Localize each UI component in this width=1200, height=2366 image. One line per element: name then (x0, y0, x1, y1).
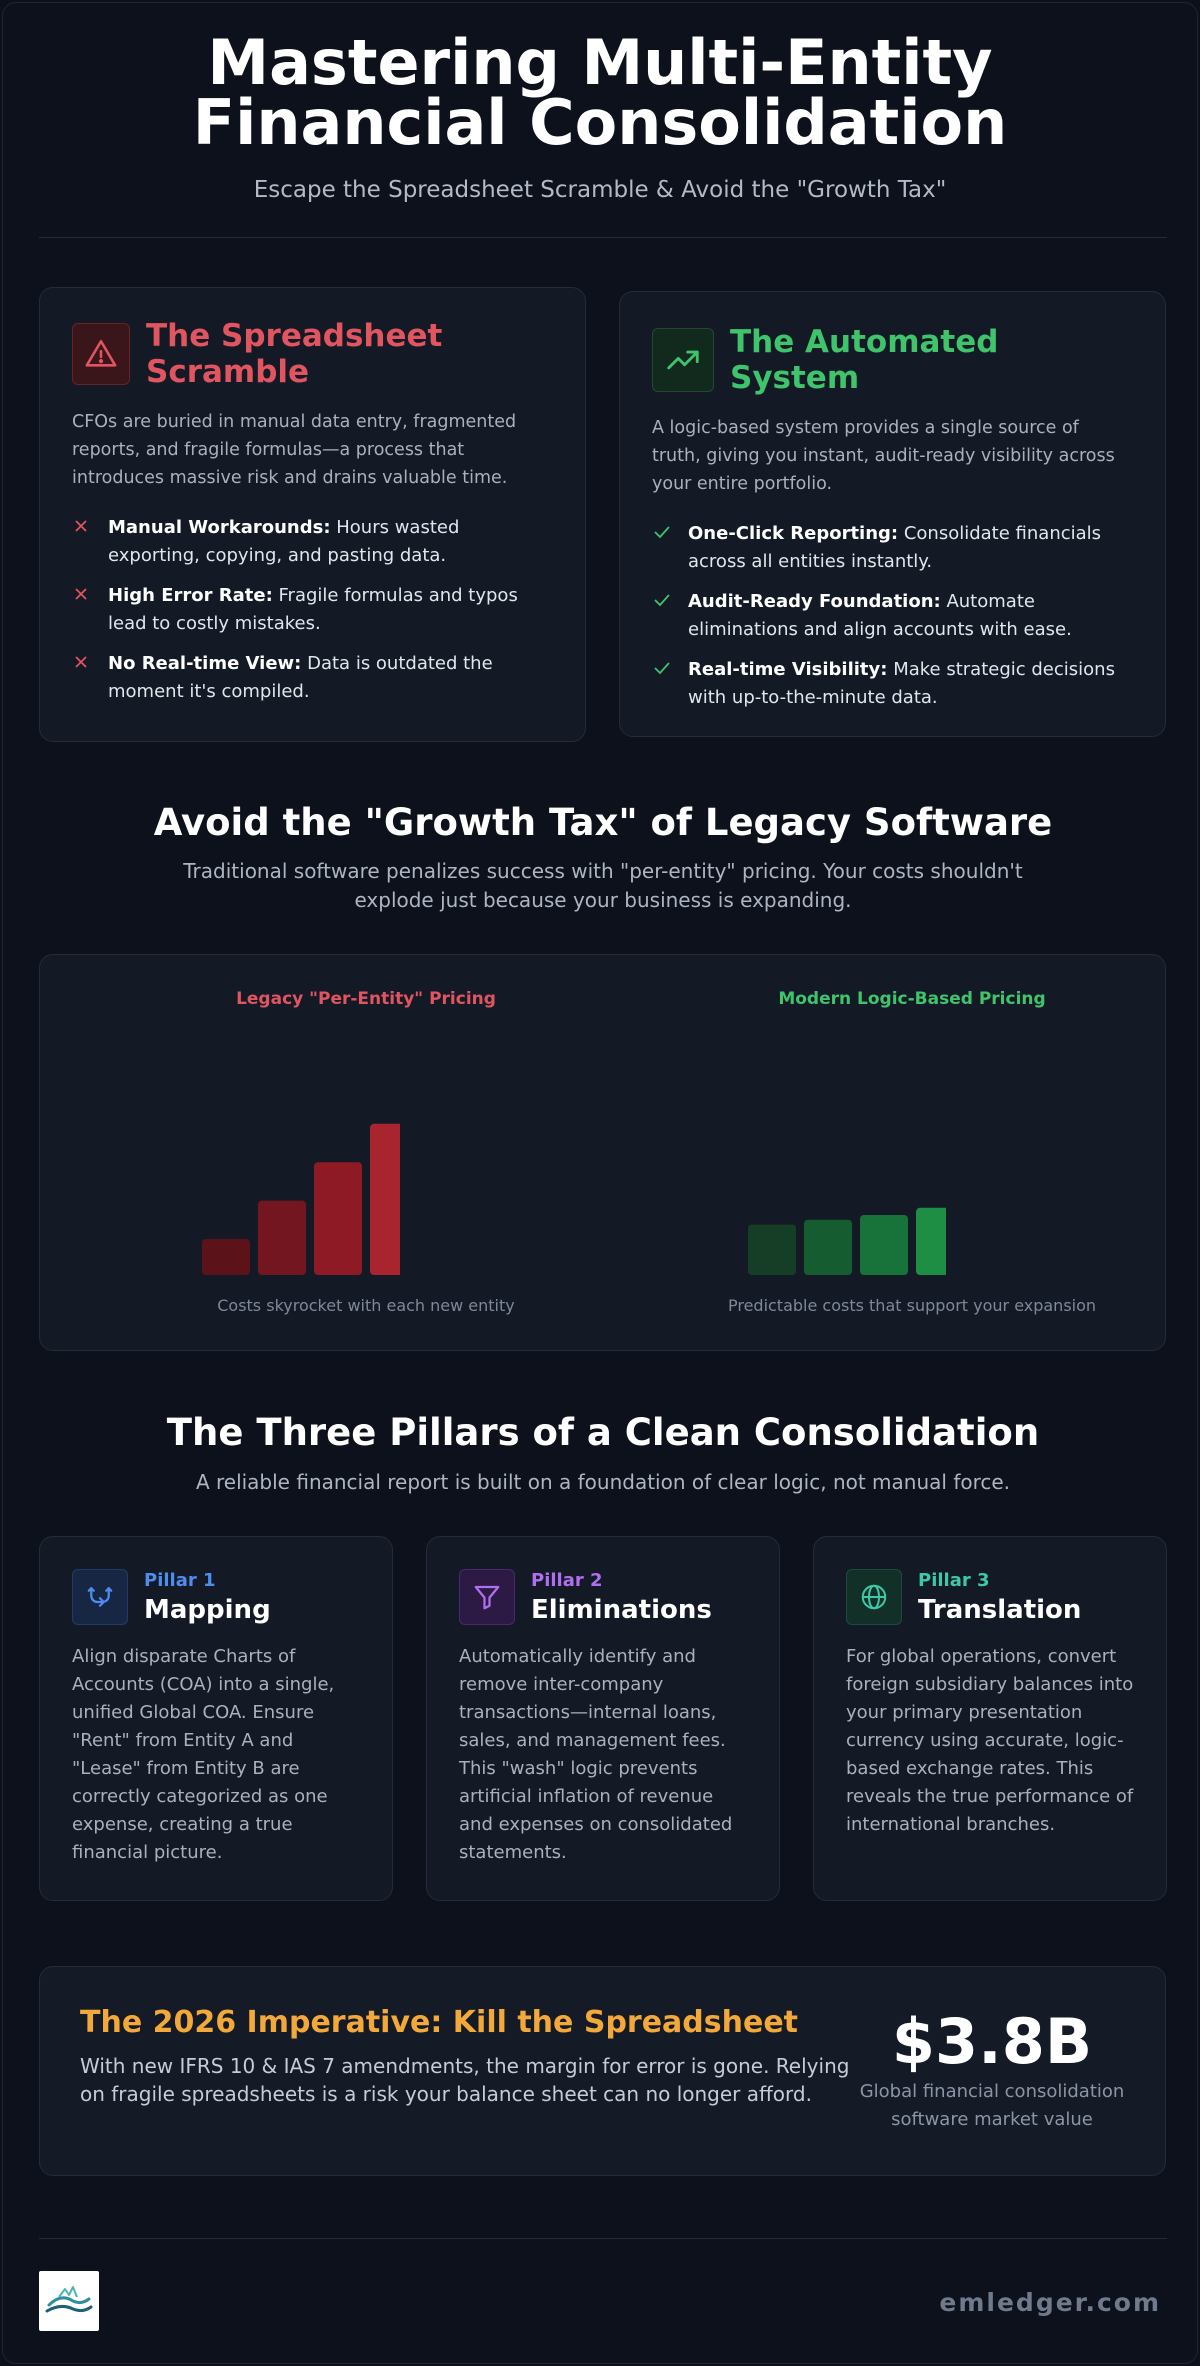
pillar-card-mapping: Pillar 1 Mapping Align disparate Charts … (39, 1536, 393, 1901)
item-label: One-Click Reporting: (688, 523, 899, 544)
legacy-chart-title: Legacy "Per-Entity" Pricing (236, 989, 496, 1009)
pillar-card-eliminations: Pillar 2 Eliminations Automatically iden… (426, 1536, 780, 1901)
header-divider (39, 237, 1167, 238)
legacy-bar-1 (202, 1239, 250, 1275)
cta-text: With new IFRS 10 & IAS 7 amendments, the… (80, 2054, 850, 2106)
item-text: Make strategic decisions with up-to-the-… (688, 659, 1115, 708)
problem-title: The Spreadsheet Scramble (146, 318, 443, 390)
solution-card: The Automated System A logic-based syste… (619, 291, 1166, 737)
market-value-stat: $3.8B (891, 2005, 1093, 2078)
check-icon (652, 588, 688, 644)
list-item: High Error Rate: Fragile formulas and ty… (72, 582, 553, 638)
problem-card: The Spreadsheet Scramble CFOs are buried… (39, 287, 586, 742)
pillar-title: Translation (918, 1594, 1082, 1625)
legacy-bar-chart (202, 1123, 400, 1275)
cta-card: The 2026 Imperative: Kill the Spreadshee… (39, 1966, 1166, 2176)
cta-title: The 2026 Imperative: Kill the Spreadshee… (80, 2005, 799, 2040)
pillar-label: Pillar 1 (144, 1569, 216, 1591)
mapping-arrows-icon (72, 1569, 128, 1625)
solution-description: A logic-based system provides a single s… (652, 418, 1115, 494)
pillar-label: Pillar 2 (531, 1569, 603, 1591)
modern-bar-chart (748, 1207, 946, 1275)
legacy-bar-2 (258, 1200, 306, 1275)
item-label: No Real-time View: (108, 653, 302, 674)
warning-triangle-icon (72, 323, 130, 385)
modern-chart-caption: Predictable costs that support your expa… (727, 1296, 1097, 1315)
modern-bar-2 (804, 1219, 852, 1275)
page-subtitle: Escape the Spreadsheet Scramble & Avoid … (253, 177, 947, 203)
list-item: Real-time Visibility: Make strategic dec… (652, 656, 1133, 712)
item-label: Manual Workarounds: (108, 517, 331, 538)
trending-up-icon (652, 328, 714, 392)
list-item: Audit-Ready Foundation: Automate elimina… (652, 588, 1133, 644)
check-icon (652, 520, 688, 576)
growth-tax-title: Avoid the "Growth Tax" of Legacy Softwar… (153, 801, 1053, 844)
item-text: Automate eliminations and align accounts… (688, 591, 1072, 640)
item-text: Hours wasted exporting, copying, and pas… (108, 517, 460, 566)
item-text: Data is outdated the moment it's compile… (108, 653, 493, 702)
list-item: One-Click Reporting: Consolidate financi… (652, 520, 1133, 576)
x-icon (72, 582, 108, 638)
modern-bar-1 (748, 1224, 796, 1275)
pillar-text: Align disparate Charts of Accounts (COA)… (72, 1646, 335, 1863)
market-value-caption: Global financial consolidation software … (859, 2081, 1125, 2130)
item-text: Fragile formulas and typos lead to costl… (108, 585, 518, 634)
item-label: Real-time Visibility: (688, 659, 888, 680)
check-icon (652, 656, 688, 712)
list-item: No Real-time View: Data is outdated the … (72, 650, 553, 706)
modern-bar-4 (916, 1207, 946, 1275)
problem-list: Manual Workarounds: Hours wasted exporti… (72, 514, 553, 706)
pillar-card-translation: Pillar 3 Translation For global operatio… (813, 1536, 1167, 1901)
pillar-text: For global operations, convert foreign s… (846, 1646, 1134, 1835)
page-header: Mastering Multi-Entity Financial Consoli… (3, 3, 1197, 204)
legacy-bar-4 (370, 1123, 400, 1275)
footer-domain: emledger.com (939, 2288, 1161, 2317)
problem-description: CFOs are buried in manual data entry, fr… (72, 412, 517, 488)
footer-divider (39, 2238, 1167, 2239)
pricing-chart-card: Legacy "Per-Entity" Pricing Modern Logic… (39, 954, 1166, 1351)
wave-logo-icon (39, 2271, 99, 2331)
pillar-title: Mapping (144, 1594, 271, 1625)
x-icon (72, 650, 108, 706)
modern-chart-title: Modern Logic-Based Pricing (778, 989, 1046, 1009)
item-label: High Error Rate: (108, 585, 273, 606)
pillars-subtitle: A reliable financial report is built on … (195, 1470, 1011, 1494)
legacy-bar-3 (314, 1162, 362, 1275)
filter-icon (459, 1569, 515, 1625)
list-item: Manual Workarounds: Hours wasted exporti… (72, 514, 553, 570)
growth-tax-subtitle: Traditional software penalizes success w… (183, 859, 1023, 912)
item-text: Consolidate financials across all entiti… (688, 523, 1102, 572)
globe-icon (846, 1569, 902, 1625)
legacy-chart-caption: Costs skyrocket with each new entity (217, 1296, 515, 1315)
item-label: Audit-Ready Foundation: (688, 591, 941, 612)
pillar-title: Eliminations (531, 1594, 712, 1625)
solution-title: The Automated System (730, 324, 999, 396)
pillar-text: Automatically identify and remove inter-… (459, 1646, 733, 1863)
pillar-label: Pillar 3 (918, 1569, 990, 1591)
pillars-title: The Three Pillars of a Clean Consolidati… (166, 1411, 1040, 1454)
solution-list: One-Click Reporting: Consolidate financi… (652, 520, 1133, 712)
page-title: Mastering Multi-Entity Financial Consoli… (192, 26, 1008, 159)
x-icon (72, 514, 108, 570)
modern-bar-3 (860, 1215, 908, 1275)
